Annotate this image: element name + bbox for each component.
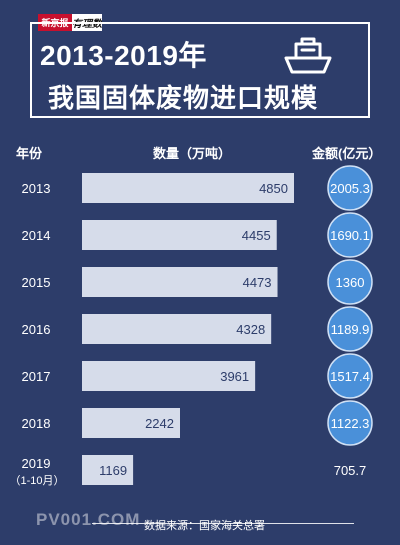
quantity-value-label: 4455 — [242, 228, 271, 243]
year-label: 2015 — [22, 275, 51, 290]
watermark: PV001.COM — [36, 510, 141, 529]
data-source: 数据来源：国家海关总署 — [144, 520, 265, 532]
quantity-bar — [82, 220, 277, 250]
year-note: （1-10月） — [9, 474, 64, 487]
amount-value-label: 1122.3 — [331, 416, 370, 431]
amount-bubble — [327, 259, 373, 305]
header-quantity: 数量（万吨） — [153, 146, 232, 161]
cargo-ship-icon — [284, 37, 332, 74]
header-amount: 金额(亿元） — [312, 146, 382, 161]
amount-bubble — [327, 353, 373, 399]
year-label: 2018 — [22, 416, 51, 431]
logo-column: 有理数 — [72, 19, 102, 30]
quantity-bar — [82, 361, 256, 391]
title-frame — [30, 22, 370, 118]
amount-bubble — [327, 306, 373, 352]
year-label: 2014 — [22, 228, 51, 243]
amount-bubble — [327, 212, 373, 258]
header-year: 年份 — [16, 146, 43, 161]
title-line-1: 2013-2019年 — [40, 40, 207, 71]
quantity-bar — [82, 455, 134, 485]
quantity-bar — [82, 314, 272, 344]
amount-value-label: 1690.1 — [330, 228, 370, 243]
quantity-value-label: 4328 — [236, 322, 265, 337]
quantity-bar — [82, 267, 278, 297]
title-line-2: 我国固体废物进口规模 — [48, 83, 319, 113]
year-label: 2019 — [22, 456, 51, 471]
quantity-bar — [82, 173, 294, 203]
year-label: 2013 — [22, 181, 51, 196]
footer-rule — [92, 523, 354, 524]
amount-value-label: 2005.3 — [330, 181, 370, 196]
quantity-value-label: 2242 — [145, 416, 174, 431]
quantity-value-label: 4473 — [243, 275, 272, 290]
year-label: 2017 — [22, 369, 51, 384]
amount-bubble — [327, 400, 373, 446]
quantity-value-label: 3961 — [220, 369, 249, 384]
quantity-bar — [82, 408, 181, 438]
quantity-value-label: 1169 — [99, 463, 127, 478]
amount-bubble — [327, 165, 373, 211]
amount-value-label: 1360 — [336, 275, 365, 290]
amount-value-label: 705.7 — [334, 463, 367, 478]
amount-value-label: 1517.4 — [330, 369, 370, 384]
amount-value-label: 1189.9 — [331, 322, 370, 337]
quantity-value-label: 4850 — [259, 181, 288, 196]
year-label: 2016 — [22, 322, 51, 337]
